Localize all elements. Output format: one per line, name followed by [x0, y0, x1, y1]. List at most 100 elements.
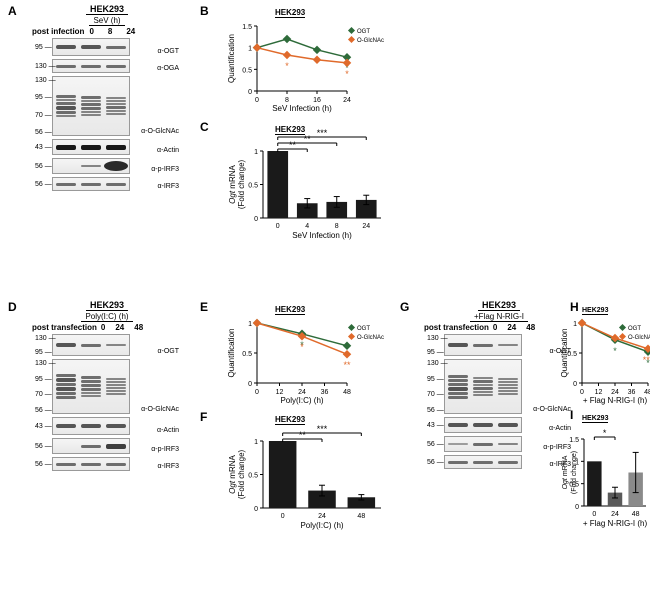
panel-i-title: HEK293	[582, 415, 608, 423]
panel-g-t0: 0	[493, 323, 497, 332]
svg-text:24: 24	[611, 511, 619, 518]
svg-text:(Fold change): (Fold change)	[237, 159, 246, 209]
svg-text:0.5: 0.5	[242, 67, 252, 74]
panel-a-treatment: SeV (h)	[89, 16, 124, 26]
panel-a-blots: 95 —α-OGT130 —α-OGA130 —95 —70 —56 —α-O-…	[32, 38, 182, 191]
panel-a-t2: 24	[126, 27, 135, 36]
panel-f-title: HEK293	[275, 415, 305, 425]
svg-text:36: 36	[628, 389, 636, 396]
panel-f-chart: 00.5102448*****Poly(I:C) (h)Ogt mRNA(Fol…	[225, 425, 385, 530]
svg-text:24: 24	[611, 389, 619, 396]
svg-text:1: 1	[254, 149, 258, 156]
svg-text:(Fold change): (Fold change)	[237, 449, 246, 499]
panel-a-cellline: HEK293	[86, 4, 128, 15]
svg-text:SeV Infection (h): SeV Infection (h)	[272, 104, 332, 113]
svg-text:12: 12	[595, 389, 603, 396]
svg-text:Quantification: Quantification	[227, 329, 236, 378]
svg-text:8: 8	[335, 223, 339, 230]
panel-d-blots: 130 —95 —α-OGT130 —95 —70 —56 —α-O-GlcNA…	[32, 334, 182, 471]
panel-b-label: B	[200, 4, 209, 18]
svg-text:**: **	[304, 134, 312, 144]
svg-text:1.5: 1.5	[242, 24, 252, 31]
panel-g-pretext: post transfection	[424, 323, 489, 332]
svg-text:0: 0	[255, 389, 259, 396]
panel-e-title: HEK293	[275, 305, 305, 315]
svg-text:0: 0	[573, 381, 577, 388]
svg-text:1: 1	[254, 439, 258, 446]
panel-a-pretext: post infection	[32, 27, 84, 36]
panel-g-cellline: HEK293	[478, 300, 520, 311]
svg-text:0: 0	[592, 511, 596, 518]
svg-text:0: 0	[255, 97, 259, 104]
svg-text:24: 24	[362, 223, 370, 230]
panel-a-t1: 8	[108, 27, 112, 36]
panel-g-treatment: +Flag N-RIG-I	[470, 312, 528, 322]
panel-d-cellline: HEK293	[86, 300, 128, 311]
panel-g-t1: 24	[507, 323, 516, 332]
panel-d-t1: 24	[115, 323, 124, 332]
svg-text:24: 24	[318, 513, 326, 520]
svg-text:0.5: 0.5	[242, 351, 252, 358]
svg-text:0: 0	[580, 389, 584, 396]
svg-text:Ogt mRNA: Ogt mRNA	[228, 454, 237, 493]
panel-d-t0: 0	[101, 323, 105, 332]
panel-h-title: HEK293	[582, 307, 608, 315]
svg-text:12: 12	[276, 389, 284, 396]
svg-text:36: 36	[321, 389, 329, 396]
svg-text:OGT: OGT	[628, 326, 641, 332]
svg-text:0: 0	[281, 513, 285, 520]
svg-text:Ogt mRNA: Ogt mRNA	[562, 455, 569, 489]
panel-b-chart: 00.511.5081624***SeV Infection (h)Quanti…	[225, 18, 385, 113]
svg-text:O-GlcNAc: O-GlcNAc	[628, 335, 650, 341]
svg-text:O-GlcNAc: O-GlcNAc	[357, 38, 384, 44]
panel-e-chart: 00.51012243648*****Poly(I:C) (h)Quantifi…	[225, 315, 385, 405]
panel-i-chart: 00.511.502448*+ Flag N-RIG-I (h)Ogt mRNA…	[560, 423, 650, 528]
svg-text:24: 24	[298, 389, 306, 396]
panel-c-label: C	[200, 120, 209, 134]
panel-g-t2: 48	[526, 323, 535, 332]
svg-text:1.5: 1.5	[569, 437, 579, 444]
svg-text:0: 0	[254, 216, 258, 223]
svg-text:48: 48	[644, 389, 650, 396]
svg-text:1: 1	[573, 321, 577, 328]
svg-text:0: 0	[248, 381, 252, 388]
panel-c-chart: 00.5104824*******SeV Infection (h)Ogt mR…	[225, 135, 385, 240]
svg-text:***: ***	[317, 128, 328, 138]
svg-text:+ Flag N-RIG-I (h): + Flag N-RIG-I (h)	[583, 519, 648, 528]
svg-text:*: *	[603, 428, 607, 438]
svg-text:Quantification: Quantification	[227, 34, 236, 83]
svg-text:Quantification: Quantification	[560, 329, 569, 378]
svg-text:*: *	[345, 69, 349, 79]
svg-text:8: 8	[285, 97, 289, 104]
svg-text:+ Flag N-RIG-I (h): + Flag N-RIG-I (h)	[583, 396, 648, 405]
panel-g-label: G	[400, 300, 409, 314]
svg-text:0: 0	[276, 223, 280, 230]
svg-text:**: **	[299, 430, 307, 440]
panel-g-blots: 130 —95 —α-OGT130 —95 —70 —56 —α-O-GlcNA…	[424, 334, 574, 469]
panel-d-label: D	[8, 300, 17, 314]
svg-text:***: ***	[317, 424, 328, 434]
panel-d-pretext: post transfection	[32, 323, 97, 332]
svg-text:O-GlcNAc: O-GlcNAc	[357, 335, 384, 341]
svg-text:0.5: 0.5	[248, 473, 258, 480]
svg-text:Poly(I:C) (h): Poly(I:C) (h)	[300, 521, 343, 530]
svg-text:48: 48	[357, 513, 365, 520]
svg-text:**: **	[289, 140, 297, 150]
panel-c-title: HEK293	[275, 125, 305, 135]
panel-a-t0: 0	[89, 27, 93, 36]
svg-text:**: **	[343, 360, 351, 370]
panel-d-t2: 48	[134, 323, 143, 332]
svg-text:0: 0	[575, 504, 579, 511]
svg-text:*: *	[613, 346, 617, 356]
panel-d-treatment: Poly(I:C) (h)	[81, 312, 132, 322]
panel-a-label: A	[8, 4, 17, 18]
svg-text:*: *	[300, 342, 304, 352]
svg-text:***: ***	[643, 355, 650, 365]
svg-text:OGT: OGT	[357, 326, 370, 332]
svg-text:0: 0	[248, 89, 252, 96]
svg-text:OGT: OGT	[357, 29, 370, 35]
svg-text:1: 1	[248, 321, 252, 328]
svg-text:4: 4	[305, 223, 309, 230]
panel-b-title: HEK293	[275, 8, 305, 18]
svg-text:48: 48	[632, 511, 640, 518]
